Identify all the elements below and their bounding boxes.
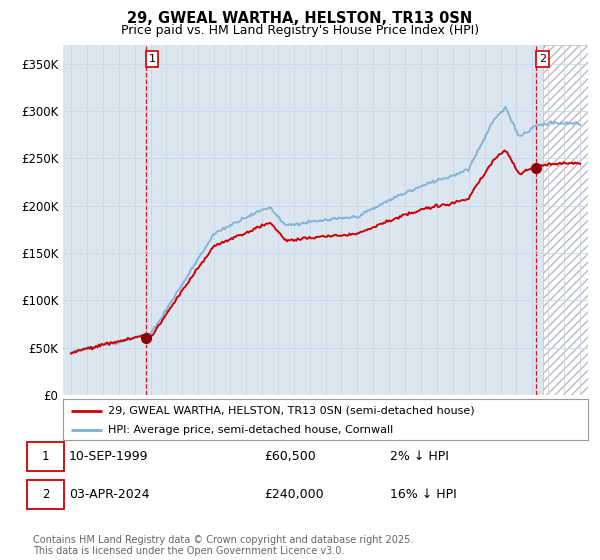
Text: 10-SEP-1999: 10-SEP-1999 — [69, 450, 149, 463]
Text: 1: 1 — [148, 54, 155, 64]
Text: This data is licensed under the Open Government Licence v3.0.: This data is licensed under the Open Gov… — [33, 546, 344, 556]
Text: 1: 1 — [42, 450, 49, 463]
Text: 03-APR-2024: 03-APR-2024 — [69, 488, 149, 501]
FancyBboxPatch shape — [27, 479, 64, 508]
Bar — [544, 45, 596, 395]
Text: 16% ↓ HPI: 16% ↓ HPI — [390, 488, 457, 501]
Text: Contains HM Land Registry data © Crown copyright and database right 2025.: Contains HM Land Registry data © Crown c… — [33, 535, 413, 545]
Text: 2% ↓ HPI: 2% ↓ HPI — [390, 450, 449, 463]
Text: £60,500: £60,500 — [264, 450, 316, 463]
Text: 29, GWEAL WARTHA, HELSTON, TR13 0SN: 29, GWEAL WARTHA, HELSTON, TR13 0SN — [127, 11, 473, 26]
Bar — [544, 45, 596, 395]
Text: £240,000: £240,000 — [264, 488, 323, 501]
Text: 2: 2 — [539, 54, 546, 64]
Text: Price paid vs. HM Land Registry's House Price Index (HPI): Price paid vs. HM Land Registry's House … — [121, 24, 479, 36]
FancyBboxPatch shape — [27, 442, 64, 471]
Text: HPI: Average price, semi-detached house, Cornwall: HPI: Average price, semi-detached house,… — [107, 424, 393, 435]
Text: 2: 2 — [42, 488, 49, 501]
Text: 29, GWEAL WARTHA, HELSTON, TR13 0SN (semi-detached house): 29, GWEAL WARTHA, HELSTON, TR13 0SN (sem… — [107, 405, 474, 416]
